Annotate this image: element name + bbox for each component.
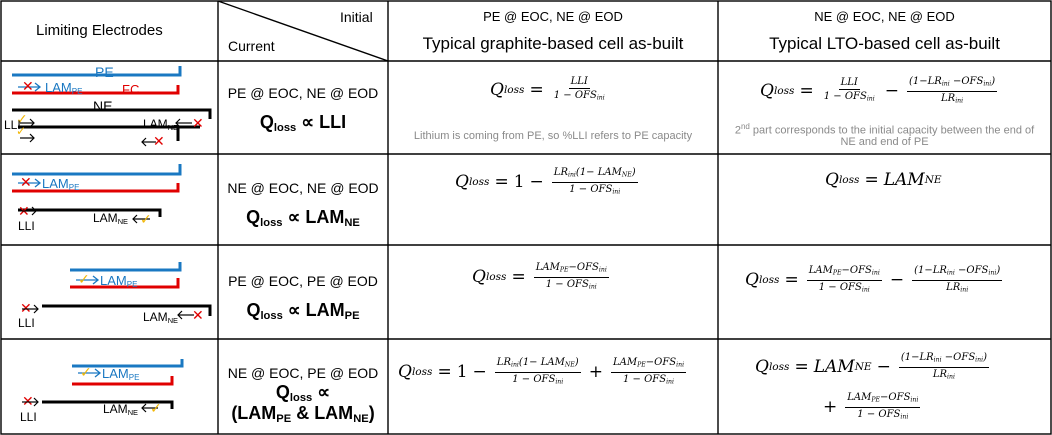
- fc-label: FC: [122, 82, 140, 97]
- fc-bar: [12, 85, 180, 95]
- cross-icon: ✕: [192, 308, 204, 324]
- row2-condition: NE @ EOC, NE @ EOD: [227, 180, 379, 196]
- check-icon: ✓: [150, 401, 162, 417]
- ne-label: NE: [93, 98, 113, 114]
- ne-bar-3: [18, 125, 180, 141]
- row3-electrode-diagram: ✓ ✕ ✕: [20, 262, 212, 324]
- header-lto-title: Typical LTO-based cell as-built: [769, 34, 1000, 53]
- lam-pe-label: LAMPE: [42, 176, 80, 192]
- check-icon: ✓: [78, 272, 90, 288]
- row2-proportionality: Qloss ∝ LAMNE: [246, 207, 360, 229]
- row1-lto-note-2: NE and end of PE: [840, 136, 929, 148]
- header-lto-condition: NE @ EOC, NE @ EOD: [814, 9, 955, 24]
- row4-proportionality: Qloss ∝: [275, 382, 331, 404]
- row1-electrode-diagram: ✕ ✓ ✕ ✕ ✓: [12, 66, 212, 150]
- lam-pe-label: LAMPE: [45, 80, 83, 96]
- row1-proportionality: Qloss ∝ LLI: [259, 112, 347, 134]
- row4-electrode-diagram: ✓ ✕ ✓: [22, 359, 184, 417]
- header-graphite-title: Typical graphite-based cell as-built: [422, 34, 684, 53]
- pe-label: PE: [95, 64, 114, 80]
- row1-graphite-note: Lithium is coming from PE, so %LLI refer…: [413, 130, 693, 142]
- lam-ne-label: LAMNE: [143, 310, 179, 325]
- lli-label: LLI: [20, 410, 37, 424]
- row1-lto-note-1: 2nd part corresponds to the initial capa…: [734, 122, 1035, 137]
- cross-icon: ✕: [20, 175, 32, 191]
- cross-icon: ✕: [18, 204, 30, 220]
- header-current: Current: [228, 38, 275, 54]
- row4-proportionality-terms: (LAMPE & LAMNE): [231, 403, 375, 425]
- lli-label: LLI: [18, 316, 35, 330]
- lam-ne-label: LAMNE: [143, 117, 179, 132]
- row4-lto-equation-line2: + LAMPE−OFSini 1 − OFSini: [823, 392, 921, 421]
- row3-condition: PE @ EOC, PE @ EOD: [228, 273, 378, 289]
- check-icon: ✓: [16, 124, 26, 138]
- lam-pe-label: LAMPE: [102, 366, 140, 382]
- lam-ne-label: LAMNE: [93, 211, 129, 226]
- lli-label: LLI: [18, 219, 35, 233]
- header-graphite-condition: PE @ EOC, NE @ EOD: [483, 9, 623, 24]
- header-limiting-electrodes: Limiting Electrodes: [36, 22, 163, 39]
- header-initial: Initial: [340, 9, 373, 25]
- cross-icon: ✕: [22, 79, 34, 95]
- check-icon: ✓: [16, 112, 28, 128]
- row1-condition: PE @ EOC, NE @ EOD: [227, 85, 379, 101]
- row4-condition: NE @ EOC, PE @ EOD: [227, 365, 379, 381]
- cross-icon: ✕: [153, 134, 165, 150]
- pe-bar: [12, 66, 182, 77]
- row2-electrode-diagram: ✕ ✕ ✓: [12, 164, 182, 228]
- lli-label: LLI: [4, 118, 21, 132]
- header-diagonal: [217, 0, 389, 62]
- check-icon: ✓: [140, 212, 152, 228]
- cross-icon: ✕: [192, 116, 204, 132]
- check-icon: ✓: [80, 365, 92, 381]
- row3-proportionality: Qloss ∝ LAMPE: [246, 300, 360, 322]
- ne-bar-1: [12, 108, 212, 119]
- lam-ne-label: LAMNE: [103, 402, 139, 417]
- lam-pe-label: LAMPE: [100, 273, 138, 289]
